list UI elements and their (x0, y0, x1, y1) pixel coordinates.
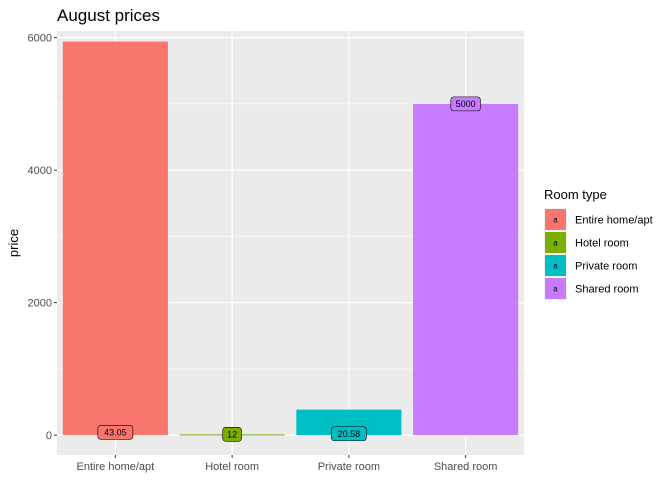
x-axis: Entire home/apt Hotel room Private room Sha… (77, 455, 498, 473)
y-tick-label: 4000 (28, 165, 52, 177)
data-label: 12 (227, 430, 237, 440)
legend-key-letter: a (553, 262, 558, 271)
x-tick-label: Entire home/apt (77, 461, 155, 473)
legend-label: Entire home/apt (575, 215, 653, 227)
data-label-box (450, 96, 481, 112)
y-axis: 0 2000 4000 6000 (28, 33, 57, 442)
legend-label: Shared room (575, 284, 639, 296)
x-tick-label: Shared room (434, 461, 498, 473)
legend-key (545, 209, 566, 230)
legend-label: Hotel room (575, 238, 629, 250)
x-tick-label: Hotel room (205, 461, 259, 473)
data-label-box (97, 424, 134, 440)
legend: Room type a Entire home/apt a Hotel room a Pr… (544, 187, 653, 300)
chart-title: August prices (57, 6, 160, 25)
legend-key-letter: a (553, 285, 558, 294)
data-labels: 43.05 12 20.58 5000 (97, 96, 481, 442)
legend-key-letter: a (553, 216, 558, 225)
legend-key (545, 232, 566, 253)
y-tick-label: 0 (46, 430, 52, 442)
legend-key (545, 278, 566, 299)
y-tick-label: 6000 (28, 33, 52, 45)
y-tick-label: 2000 (28, 298, 52, 310)
x-tick-label: Private room (318, 461, 380, 473)
data-label-box (222, 427, 242, 442)
data-label: 43.05 (104, 427, 127, 437)
y-axis-title: price (6, 229, 21, 257)
bar-shared-room (413, 103, 519, 436)
bars (62, 41, 519, 436)
bar-entire-home-apt (62, 41, 168, 436)
data-label-box (331, 426, 367, 442)
legend-key-letter: a (553, 239, 558, 248)
data-label: 20.58 (338, 429, 361, 439)
legend-key (545, 255, 566, 276)
data-label: 5000 (456, 99, 476, 109)
legend-title: Room type (544, 187, 607, 202)
legend-label: Private room (575, 261, 637, 273)
